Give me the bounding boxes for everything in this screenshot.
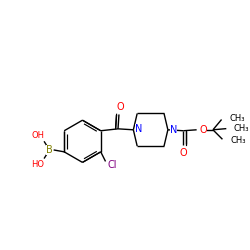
Text: N: N <box>170 125 177 135</box>
Text: O: O <box>200 125 207 135</box>
Text: O: O <box>180 148 187 158</box>
Text: O: O <box>116 102 124 112</box>
Text: B: B <box>46 145 53 155</box>
Text: Cl: Cl <box>108 160 117 170</box>
Text: OH: OH <box>32 131 45 140</box>
Text: CH₃: CH₃ <box>234 124 250 133</box>
Text: CH₃: CH₃ <box>229 114 245 123</box>
Text: N: N <box>135 124 143 134</box>
Text: CH₃: CH₃ <box>230 136 246 145</box>
Text: HO: HO <box>31 160 44 169</box>
